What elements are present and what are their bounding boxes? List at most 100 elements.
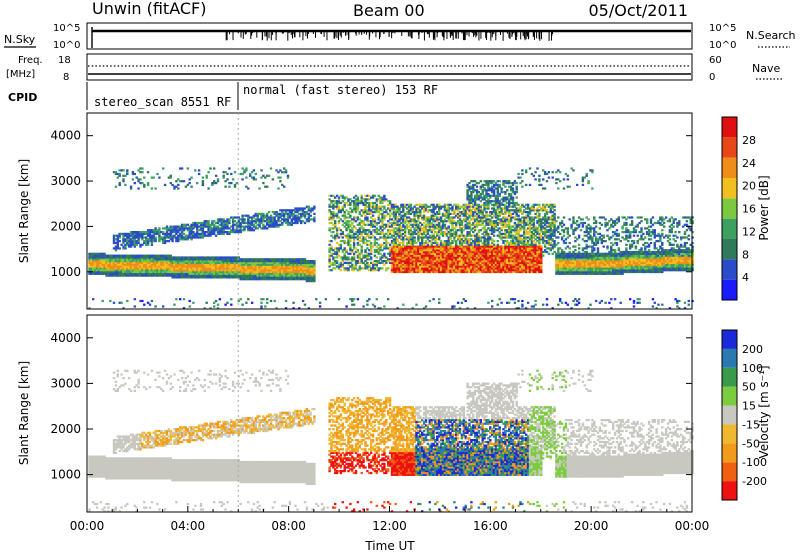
power-cell: [197, 225, 201, 228]
power-cell: [250, 221, 254, 225]
power-cell: [105, 267, 108, 270]
power-cell: [334, 221, 337, 225]
nsky-spike: [375, 31, 377, 38]
power-cell: [294, 274, 297, 277]
power-cell: [249, 225, 252, 228]
power-cell: [152, 265, 155, 268]
power-cell: [364, 236, 367, 239]
power-cell: [245, 267, 248, 270]
power-cell: [296, 207, 299, 210]
power-cell: [146, 241, 150, 245]
power-cell: [394, 249, 397, 252]
nsky-frame: [86, 22, 693, 50]
power-cell: [137, 267, 140, 270]
power-cell: [409, 236, 413, 239]
power-cell: [284, 211, 288, 214]
power-cell: [398, 218, 401, 221]
nsky-spike: [473, 31, 475, 37]
power-cell: [455, 241, 458, 245]
power-cell: [116, 272, 119, 275]
power-cell: [231, 229, 235, 232]
power-cell: [305, 261, 309, 265]
power-cell: [419, 245, 422, 248]
power-cell: [409, 256, 413, 259]
power-cell: [218, 261, 222, 265]
power-cell: [415, 221, 418, 225]
power-cell: [213, 223, 216, 226]
power-cell: [230, 216, 233, 219]
power-cell: [247, 274, 250, 277]
power-cell: [411, 236, 414, 239]
power-cell: [182, 180, 186, 183]
power-cell: [407, 207, 411, 210]
power-cell: [184, 256, 188, 259]
power-cell: [400, 269, 403, 272]
power-cell: [364, 216, 367, 219]
power-cell: [328, 243, 331, 246]
power-cell: [143, 269, 146, 272]
power-cell: [267, 218, 271, 221]
power-cell: [383, 218, 386, 221]
power-cell: [156, 258, 159, 261]
power-cell: [128, 245, 131, 248]
power-cell: [233, 258, 237, 261]
power-cell: [426, 261, 430, 265]
power-cell: [216, 256, 220, 259]
power-cell: [107, 263, 110, 266]
power-cell: [169, 263, 172, 266]
power-cell: [247, 298, 250, 301]
power-cell: [279, 169, 282, 172]
nsky-spike: [323, 31, 325, 37]
power-cell: [145, 231, 148, 234]
power-cell: [213, 258, 216, 261]
power-cell: [129, 245, 133, 248]
power-cell: [256, 258, 259, 261]
power-cell: [188, 272, 191, 275]
power-cell: [120, 265, 123, 268]
power-cell: [451, 241, 454, 245]
power-cell: [258, 272, 261, 275]
power-cell: [180, 272, 184, 275]
power-cell: [364, 207, 367, 210]
power-cell: [360, 214, 363, 217]
power-cell: [417, 250, 420, 254]
power-cell: [281, 274, 284, 277]
power-cell: [368, 263, 371, 266]
power-cell: [180, 274, 184, 277]
power-cell: [188, 305, 191, 308]
power-cell: [398, 267, 401, 270]
power-cell: [207, 265, 210, 268]
power-cell: [358, 221, 361, 225]
power-cell: [281, 276, 284, 279]
nsky-spike: [264, 31, 266, 37]
power-cell: [279, 209, 282, 212]
power-cell: [186, 256, 189, 259]
power-cell: [201, 183, 205, 187]
power-cell: [343, 261, 346, 265]
power-cell: [351, 234, 354, 237]
power-cell: [356, 260, 360, 263]
power-cell: [92, 265, 95, 268]
nsky-spike: [552, 31, 554, 34]
power-cell: [354, 232, 358, 236]
power-cell: [364, 260, 367, 263]
power-cell: [228, 267, 231, 270]
power-cell: [152, 256, 155, 259]
power-cell: [184, 185, 188, 188]
power-cell: [196, 274, 199, 277]
power-cell: [428, 260, 431, 263]
power-cell: [411, 247, 414, 250]
power-cell: [190, 265, 193, 268]
power-cell: [409, 270, 413, 274]
power-cell: [370, 231, 373, 234]
power-cell: [424, 205, 428, 208]
power-cell: [277, 171, 280, 174]
power-cell: [177, 270, 180, 274]
power-cell: [343, 240, 346, 243]
power-cell: [194, 261, 197, 265]
power-cell: [392, 256, 396, 259]
power-cell: [90, 272, 93, 275]
power-cell: [352, 236, 356, 239]
power-cell: [150, 267, 154, 270]
power-cell: [222, 276, 225, 279]
